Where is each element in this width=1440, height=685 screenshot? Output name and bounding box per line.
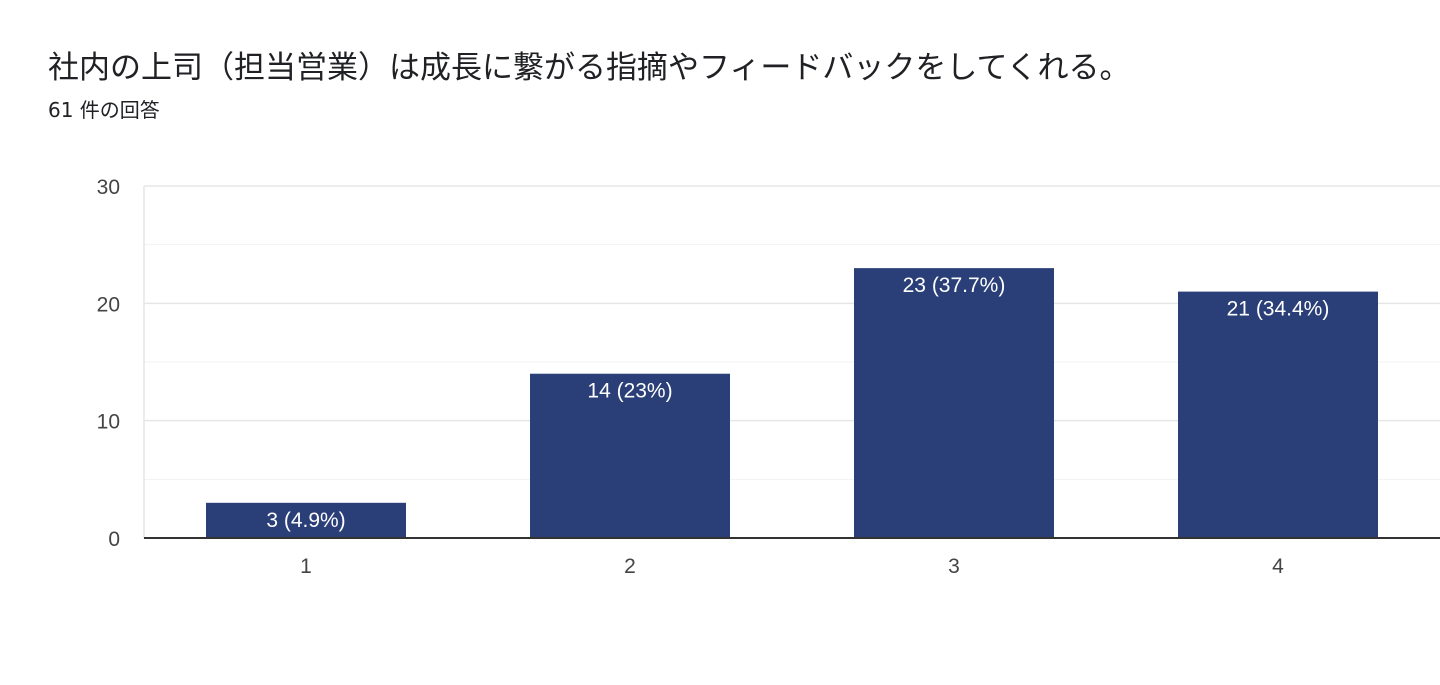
bar-1 bbox=[206, 502, 406, 538]
bars bbox=[206, 268, 1378, 538]
y-tick-label: 20 bbox=[97, 293, 120, 316]
data-label: 21 (34.4%) bbox=[1227, 298, 1330, 321]
x-tick-label: 3 bbox=[948, 555, 960, 578]
bar-3 bbox=[854, 268, 1054, 538]
x-axis-ticks: 1 2 3 4 bbox=[300, 555, 1284, 578]
chart-title: 社内の上司（担当営業）は成長に繋がる指摘やフィードバックをしてくれる。 bbox=[48, 50, 1131, 86]
data-labels: 3 (4.9%) 14 (23%) 23 (37.7%) 21 (34.4%) bbox=[266, 274, 1329, 532]
y-tick-label: 10 bbox=[97, 411, 120, 434]
y-tick-label: 30 bbox=[97, 176, 120, 199]
y-tick-label: 0 bbox=[108, 528, 120, 551]
y-axis-ticks: 0 10 20 30 bbox=[97, 176, 120, 551]
data-label: 3 (4.9%) bbox=[266, 509, 345, 532]
x-tick-label: 4 bbox=[1272, 555, 1284, 578]
data-label: 14 (23%) bbox=[587, 380, 672, 403]
x-tick-label: 2 bbox=[624, 555, 636, 578]
bar-2 bbox=[530, 373, 730, 538]
response-count: 61 件の回答 bbox=[48, 98, 160, 122]
bar-4 bbox=[1178, 291, 1378, 538]
data-label: 23 (37.7%) bbox=[903, 274, 1006, 297]
x-tick-label: 1 bbox=[300, 555, 312, 578]
